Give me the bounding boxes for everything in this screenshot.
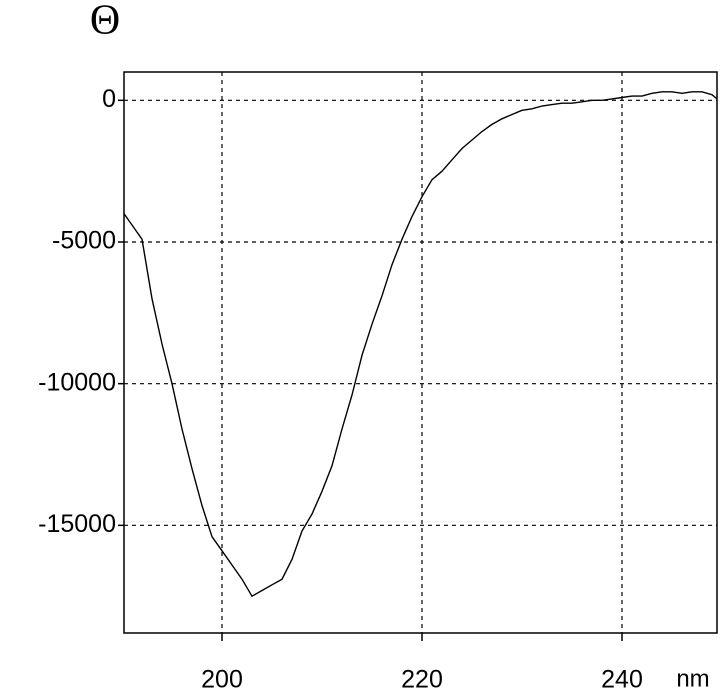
y-tick-label: -5000 bbox=[52, 227, 116, 255]
y-tick-label: -10000 bbox=[38, 368, 116, 396]
plot-frame bbox=[123, 71, 718, 634]
x-tick-label: 200 bbox=[201, 666, 243, 694]
y-tick-label: -15000 bbox=[38, 510, 116, 538]
y-tick-label: 0 bbox=[102, 85, 116, 113]
x-tick-label: 240 bbox=[601, 666, 643, 694]
x-axis-label: nm bbox=[676, 665, 709, 692]
x-tick-label: 220 bbox=[401, 666, 443, 694]
data-line bbox=[123, 91, 718, 598]
y-axis-label: Θ bbox=[90, 0, 120, 44]
